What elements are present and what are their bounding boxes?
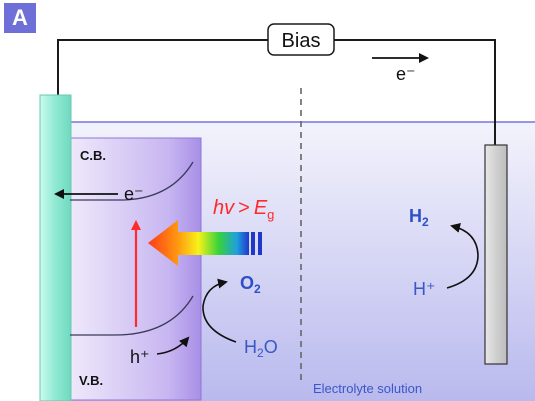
- photon-energy-label: hv > Eg: [213, 197, 274, 222]
- conduction-band-edge: [70, 161, 194, 201]
- panel-label: A: [4, 3, 36, 33]
- o2-label: O2: [240, 273, 261, 296]
- hole-label: h⁺: [130, 347, 150, 367]
- bias-box: Bias: [267, 23, 335, 56]
- electrolyte-label: Electrolyte solution: [313, 381, 422, 396]
- hole-transfer-arrow: [156, 336, 190, 355]
- valence-band-edge: [70, 295, 194, 336]
- cb-label: C.B.: [80, 148, 106, 163]
- conducting-electrode: [39, 94, 72, 401]
- water-oxidation-arrow: [202, 278, 237, 343]
- h2-label: H2: [409, 206, 429, 229]
- hplus-label: H⁺: [413, 279, 436, 299]
- vb-label: V.B.: [79, 373, 103, 388]
- proton-reduction-arrow: [446, 223, 479, 289]
- counter-electrode: [484, 144, 508, 365]
- external-electron-label: e⁻: [396, 64, 416, 84]
- incident-light-arrow: [148, 220, 262, 266]
- h2o-label: H2O: [244, 337, 278, 360]
- band-electron-label: e⁻: [124, 184, 144, 204]
- bias-label: Bias: [282, 30, 321, 52]
